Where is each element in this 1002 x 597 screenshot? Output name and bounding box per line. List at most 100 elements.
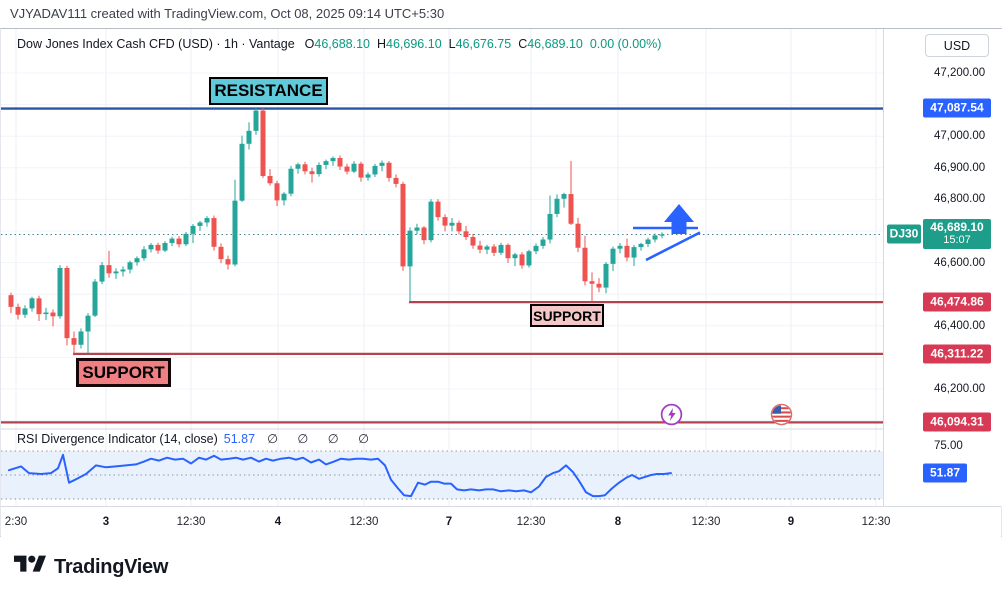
change-value: 0.00 (0.00%) (589, 37, 662, 51)
candle (645, 239, 651, 244)
time-tick: 12:30 (516, 516, 546, 528)
candle (456, 222, 462, 232)
candle (540, 239, 546, 246)
time-tick: 2:30 (4, 516, 28, 528)
up-arrow-drawing[interactable] (664, 204, 694, 234)
candle (589, 281, 595, 284)
support-label-left[interactable]: SUPPORT (76, 358, 171, 387)
candle (610, 248, 616, 264)
candle (603, 263, 609, 288)
candle (22, 308, 28, 315)
time-tick: 12:30 (349, 516, 379, 528)
candle (15, 306, 21, 315)
price-tick: 47,000.00 (934, 130, 986, 142)
time-tick: 12:30 (691, 516, 721, 528)
candle (463, 231, 469, 238)
chart-legend[interactable]: Dow Jones Index Cash CFD (USD) · 1h · Va… (17, 37, 661, 51)
resistance-label[interactable]: RESISTANCE (209, 77, 328, 105)
indicator-header[interactable]: RSI Divergence Indicator (14, close) 51.8… (17, 431, 377, 446)
candle (85, 315, 91, 332)
currency-usd-button[interactable]: USD (925, 34, 989, 57)
chart-canvas[interactable] (1, 29, 883, 506)
candle (330, 158, 336, 162)
candle (358, 163, 364, 178)
candle (582, 247, 588, 282)
candle (400, 183, 406, 267)
candle (176, 238, 182, 245)
candle (379, 162, 385, 166)
candle (505, 244, 511, 259)
indicator-value: 51.87 (223, 432, 256, 446)
candle (99, 265, 105, 282)
candle (659, 234, 665, 236)
candle (652, 235, 658, 240)
candle (533, 245, 539, 252)
indicator-zero-values: ∅ ∅ ∅ ∅ (267, 432, 378, 446)
footer: TradingView (0, 537, 1002, 597)
candle (365, 174, 371, 178)
low-value: L46,676.75 (448, 37, 512, 51)
candle (43, 312, 49, 315)
tradingview-logo-icon (14, 552, 46, 582)
tradingview-logo[interactable]: TradingView (14, 552, 168, 582)
candle (197, 222, 203, 226)
candle (309, 171, 315, 175)
chart-frame: Dow Jones Index Cash CFD (USD) · 1h · Va… (0, 28, 1002, 538)
candle (617, 245, 623, 249)
us-flag-event-icon[interactable] (770, 403, 793, 426)
price-tick: 46,800.00 (934, 193, 986, 205)
candle (204, 218, 210, 223)
candle (36, 298, 42, 315)
candle (211, 218, 217, 247)
candle (78, 331, 84, 345)
candle (421, 227, 427, 241)
last-price-badge: 46,689.10 15:07 (923, 219, 991, 249)
tradingview-logo-text: TradingView (54, 555, 169, 578)
candle (442, 217, 448, 226)
candle (414, 227, 420, 231)
candle (57, 267, 63, 317)
price-tick: 46,900.00 (934, 162, 986, 174)
candle (225, 259, 231, 265)
candle (190, 225, 196, 234)
open-value: O46,688.10 (304, 37, 370, 51)
candle (407, 230, 413, 267)
price-tick: 46,600.00 (934, 257, 986, 269)
candle (519, 254, 525, 266)
level-price-badge: 46,311.22 (923, 344, 991, 364)
candle (92, 281, 98, 316)
time-tick: 8 (614, 516, 622, 528)
level-price-badge: 47,087.54 (923, 98, 991, 118)
candle (337, 158, 343, 167)
time-tick: 9 (787, 516, 795, 528)
candle (561, 194, 567, 199)
candle (596, 283, 602, 288)
time-tick: 7 (445, 516, 453, 528)
price-tick: 46,400.00 (934, 320, 986, 332)
rsi-value-badge: 51.87 (923, 463, 967, 483)
attribution-text: VJYADAV111 created with TradingView.com,… (10, 6, 445, 21)
time-axis[interactable]: 2:30 3 12:30 4 12:30 7 12:30 8 12:30 9 12:30 (1, 506, 1001, 538)
candle (155, 244, 161, 251)
candle (631, 247, 637, 258)
price-axis[interactable]: 47,200.00 47,000.00 46,900.00 46,800.00 46,6… (883, 29, 1002, 506)
candle (435, 201, 441, 218)
candle (260, 110, 266, 177)
candle (323, 161, 329, 165)
close-value: C46,689.10 (518, 37, 583, 51)
candle (344, 166, 350, 172)
candle (239, 143, 245, 201)
candle (372, 165, 378, 175)
candle (169, 238, 175, 244)
candle (246, 130, 252, 144)
candle (295, 164, 301, 169)
symbol-title[interactable]: Dow Jones Index Cash CFD (USD) · 1h · Va… (17, 37, 295, 51)
candle (393, 177, 399, 184)
candle (624, 245, 630, 258)
candle (477, 245, 483, 250)
candle (449, 222, 455, 226)
support-label-mid[interactable]: SUPPORT (530, 304, 604, 327)
candle (120, 269, 126, 272)
economic-event-icon[interactable] (660, 403, 683, 426)
candle (274, 183, 280, 201)
